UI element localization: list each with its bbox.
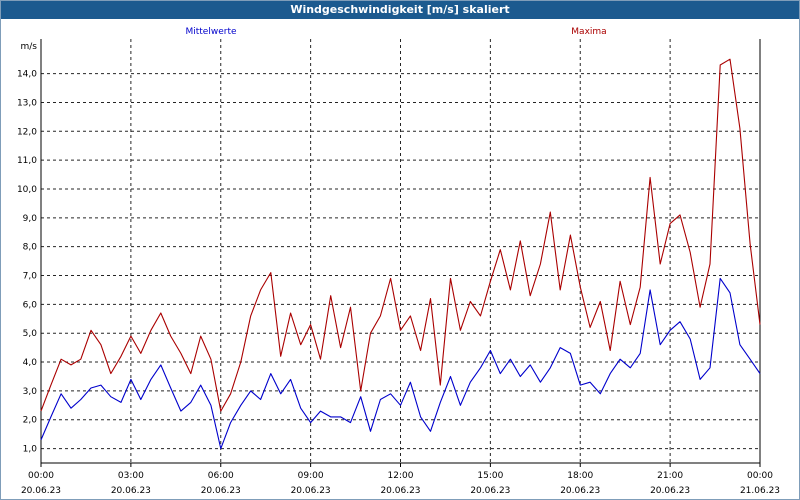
series-line-maxima [40,58,761,412]
y-tick-label: 8,0 [23,243,38,253]
y-tick-label: 10,0 [17,185,37,195]
x-tick-date: 20.06.23 [111,486,151,496]
y-tick-label: 3,0 [23,387,38,397]
x-tick-time: 00:00 [28,471,54,481]
y-tick-label: 5,0 [23,329,38,339]
x-tick-date: 20.06.23 [650,486,690,496]
x-tick-time: 15:00 [477,471,503,481]
x-tick-time: 06:00 [208,471,234,481]
legend-maxima: Maxima [571,27,606,37]
y-tick-label: 14,0 [17,70,37,80]
series-lines [40,58,761,450]
title-bar: Windgeschwindigkeit [m/s] skaliert [1,1,799,19]
x-tick-time: 03:00 [118,471,144,481]
grid [41,39,760,463]
x-tick-date: 20.06.23 [291,486,331,496]
x-tick-time: 12:00 [388,471,414,481]
x-tick-time: 21:00 [657,471,683,481]
series-line-mittelwerte [40,277,761,450]
legend-mittelwerte: Mittelwerte [185,27,236,37]
x-tick-date: 20.06.23 [21,486,61,496]
x-axis: 00:00 20.06.23 03:00 20.06.23 06:00 20.06.23 0… [21,463,780,496]
x-tick-time: 09:00 [298,471,324,481]
y-tick-label: 6,0 [23,300,38,310]
x-tick-date: 21.06.23 [740,486,780,496]
y-axis: 1,0 2,0 3,0 4,0 5,0 6,0 7,0 8,0 9,0 10,0 11,0 12,0 1… [17,42,37,455]
x-tick-date: 20.06.23 [470,486,510,496]
y-tick-label: 7,0 [23,272,38,282]
y-tick-label: 13,0 [17,98,37,108]
x-tick-date: 20.06.23 [201,486,241,496]
y-tick-label: 11,0 [17,156,37,166]
x-tick-date: 20.06.23 [560,486,600,496]
y-tick-label: 2,0 [23,416,38,426]
x-tick-date: 20.06.23 [380,486,420,496]
y-tick-label: 4,0 [23,358,38,368]
y-tick-label: 1,0 [23,445,38,455]
legend: Mittelwerte Maxima [185,27,606,37]
y-tick-label: 12,0 [17,127,37,137]
window-title: Windgeschwindigkeit [m/s] skaliert [290,3,510,16]
y-axis-unit: m/s [21,42,38,52]
x-tick-time: 00:00 [747,471,773,481]
y-tick-label: 9,0 [23,214,38,224]
x-tick-time: 18:00 [567,471,593,481]
